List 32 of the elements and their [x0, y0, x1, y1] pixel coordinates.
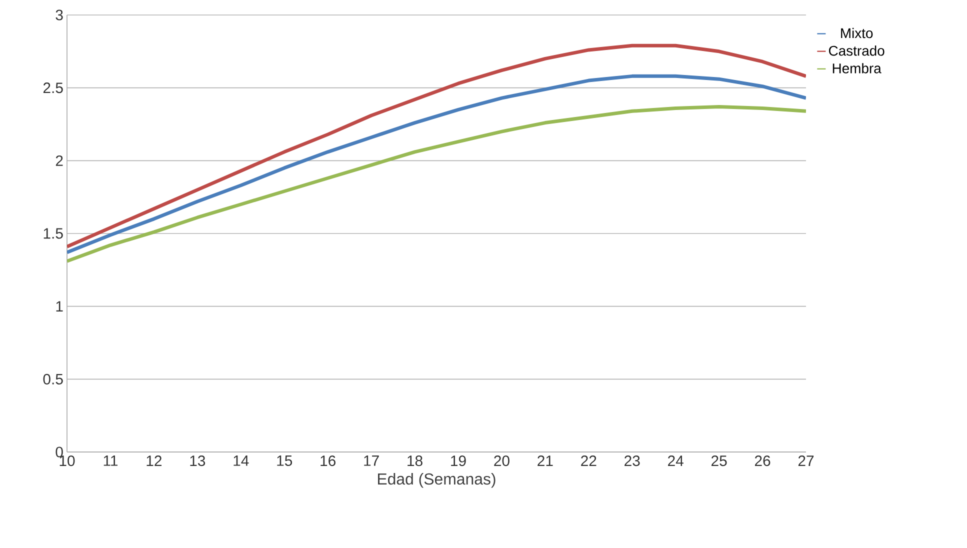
- legend-label: Hembra: [832, 63, 882, 74]
- x-tick-label: 27: [798, 456, 814, 466]
- y-tick-label: 2: [56, 155, 63, 166]
- x-tick-label: 15: [277, 456, 292, 466]
- x-tick-label: 14: [234, 456, 249, 466]
- x-tick-label: 23: [624, 456, 640, 466]
- x-tick-label: 16: [320, 456, 336, 466]
- x-tick-label: 21: [538, 456, 553, 466]
- y-tick-label: 1: [56, 301, 63, 312]
- y-tick-label: 0: [56, 446, 63, 458]
- y-tick-label: 0.5: [43, 374, 63, 384]
- x-tick-label: 22: [581, 456, 596, 466]
- line-series: [67, 105, 806, 263]
- legend-label: Mixto: [841, 28, 873, 38]
- y-tick-label: 2.5: [43, 82, 63, 94]
- x-tick-label: 12: [146, 456, 162, 466]
- line-series: [67, 74, 806, 254]
- y-tick-label: 3: [56, 10, 63, 20]
- x-tick-label: 19: [451, 456, 466, 466]
- x-tick-label: 26: [754, 456, 770, 466]
- x-tick-label: 10: [60, 456, 75, 466]
- x-axis-title: Edad (Semanas): [378, 472, 496, 488]
- legend-label: Castrado: [828, 46, 884, 56]
- x-tick-label: 13: [190, 456, 206, 466]
- x-tick-label: 25: [712, 456, 727, 466]
- x-tick-label: 18: [408, 456, 422, 466]
- y-tick-label: 1.5: [44, 228, 63, 239]
- x-tick-label: 11: [104, 456, 118, 466]
- line-series: [67, 44, 806, 248]
- x-tick-label: 20: [494, 456, 510, 466]
- x-tick-label: 17: [364, 456, 379, 466]
- x-tick-label: 24: [668, 456, 684, 466]
